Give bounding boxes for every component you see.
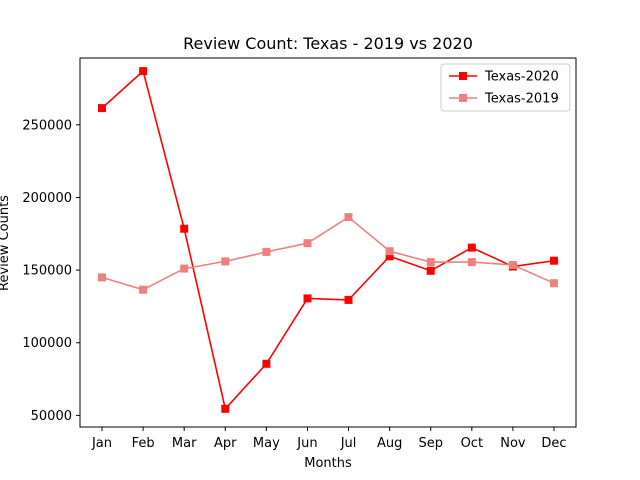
legend-marker <box>459 94 467 102</box>
data-point <box>98 273 106 282</box>
data-point <box>426 266 435 275</box>
x-tick-label: Jul <box>340 436 357 451</box>
x-axis-title: Months <box>304 456 352 471</box>
data-point <box>467 243 476 252</box>
data-point <box>221 257 230 266</box>
x-tick-label: Apr <box>214 436 237 451</box>
legend-label: Texas-2020 <box>484 70 559 85</box>
data-point <box>98 104 106 113</box>
data-point <box>262 359 271 368</box>
y-tick-label: 100000 <box>22 336 72 351</box>
series-line <box>101 69 555 411</box>
x-tick-label: Aug <box>377 436 402 451</box>
y-tick-label: 200000 <box>22 191 72 206</box>
data-point <box>508 261 517 269</box>
series-texas-2019 <box>98 213 558 294</box>
data-point <box>467 258 476 267</box>
x-tick-label: May <box>253 436 280 451</box>
x-tick-label: Oct <box>461 436 483 451</box>
plot-frame <box>79 57 577 428</box>
y-tick-label: 150000 <box>22 264 72 279</box>
data-point <box>139 67 148 76</box>
series-texas-2020 <box>98 67 558 413</box>
data-point <box>344 213 353 222</box>
legend-label: Texas-2019 <box>484 92 559 107</box>
y-tick-label: 50000 <box>31 409 72 424</box>
series-layer <box>98 67 558 413</box>
legend-entry: Texas-2020 <box>449 70 559 85</box>
series-line <box>101 216 555 291</box>
x-tick-label: Jan <box>91 436 112 451</box>
data-point <box>385 252 394 261</box>
data-point <box>344 295 353 304</box>
data-point <box>550 279 558 288</box>
legend-marker <box>459 72 467 80</box>
data-point <box>550 256 558 265</box>
legend-entry: Texas-2019 <box>449 92 559 107</box>
data-point <box>426 258 435 267</box>
data-point <box>139 285 148 294</box>
x-tick-label: Jun <box>296 436 317 451</box>
x-tick-label: Mar <box>172 436 197 451</box>
x-tick-label: Feb <box>132 436 155 451</box>
data-point <box>221 404 230 413</box>
x-tick-label: Dec <box>541 436 566 451</box>
axes-layer: Jan Feb Mar Apr May Jun Jul Aug Sep Oct Nov Dec 5000… <box>22 57 577 451</box>
data-point <box>385 247 394 256</box>
data-point <box>180 264 189 273</box>
x-tick-label: Sep <box>418 436 443 451</box>
y-axis-title: Review Counts <box>0 195 12 291</box>
data-point <box>303 294 312 303</box>
legend: Texas-2020 Texas-2019 <box>440 63 571 112</box>
y-tick-label: 250000 <box>22 118 72 133</box>
data-point <box>180 224 189 233</box>
chart-title: Review Count: Texas - 2019 vs 2020 <box>183 34 473 53</box>
data-point <box>303 239 312 248</box>
x-tick-label: Nov <box>500 436 526 451</box>
data-point <box>262 247 271 256</box>
